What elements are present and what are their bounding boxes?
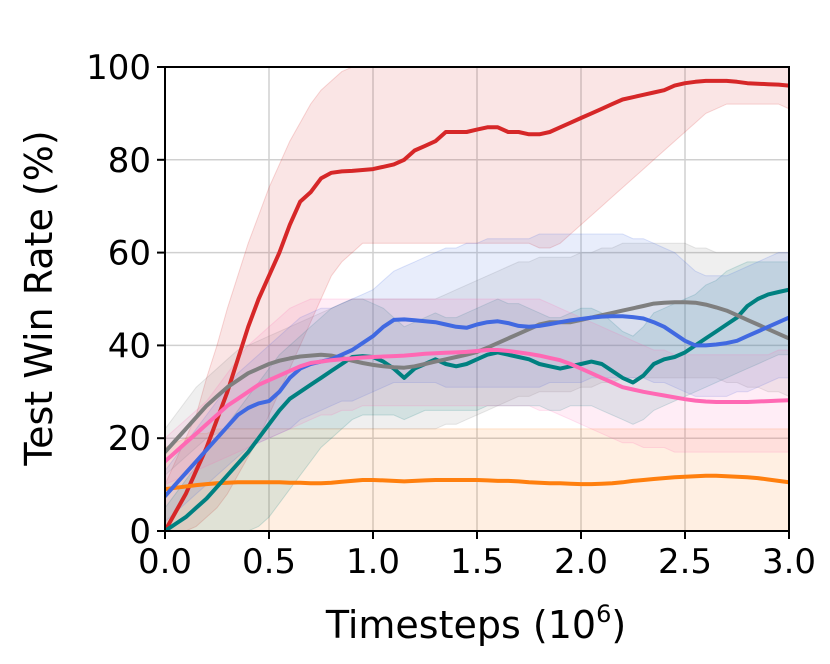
x-axis-label-close: ) [611,603,626,647]
series-lines [165,78,789,531]
x-axis-label: Timesteps (106) [325,600,626,647]
series-2-line [165,287,789,531]
series-2-band [165,261,789,531]
y-tick-label: 0 [129,512,151,552]
y-tick-label: 60 [108,234,151,274]
x-tick-label: 2.5 [658,542,712,582]
series-4-line [165,314,789,499]
series-5-band [165,298,789,486]
series-1-line [165,473,789,492]
series-0-band [165,67,789,531]
x-tick-label: 2.0 [554,542,608,582]
x-axis-label-exponent: 6 [596,600,611,628]
y-tick-label: 20 [108,419,151,459]
ticks: 0.0 0.5 1.0 1.5 2.0 2.5 3.0 0 20 40 60 80 100 [86,48,816,582]
x-tick-label: 1.0 [346,542,400,582]
y-tick-label: 80 [108,141,151,181]
y-tick-label: 100 [86,48,151,88]
x-axis-label-main: Timesteps (10 [325,603,596,647]
x-tick-label: 3.0 [762,542,816,582]
series-5-line [165,348,789,464]
series-0-line [165,78,789,531]
y-tick-label: 40 [108,326,151,366]
series-4-band [165,233,789,523]
x-tick-label: 0.0 [138,542,192,582]
y-axis-label: Test Win Rate (%) [17,130,61,466]
x-tick-label: 0.5 [242,542,296,582]
x-tick-label: 1.5 [450,542,504,582]
